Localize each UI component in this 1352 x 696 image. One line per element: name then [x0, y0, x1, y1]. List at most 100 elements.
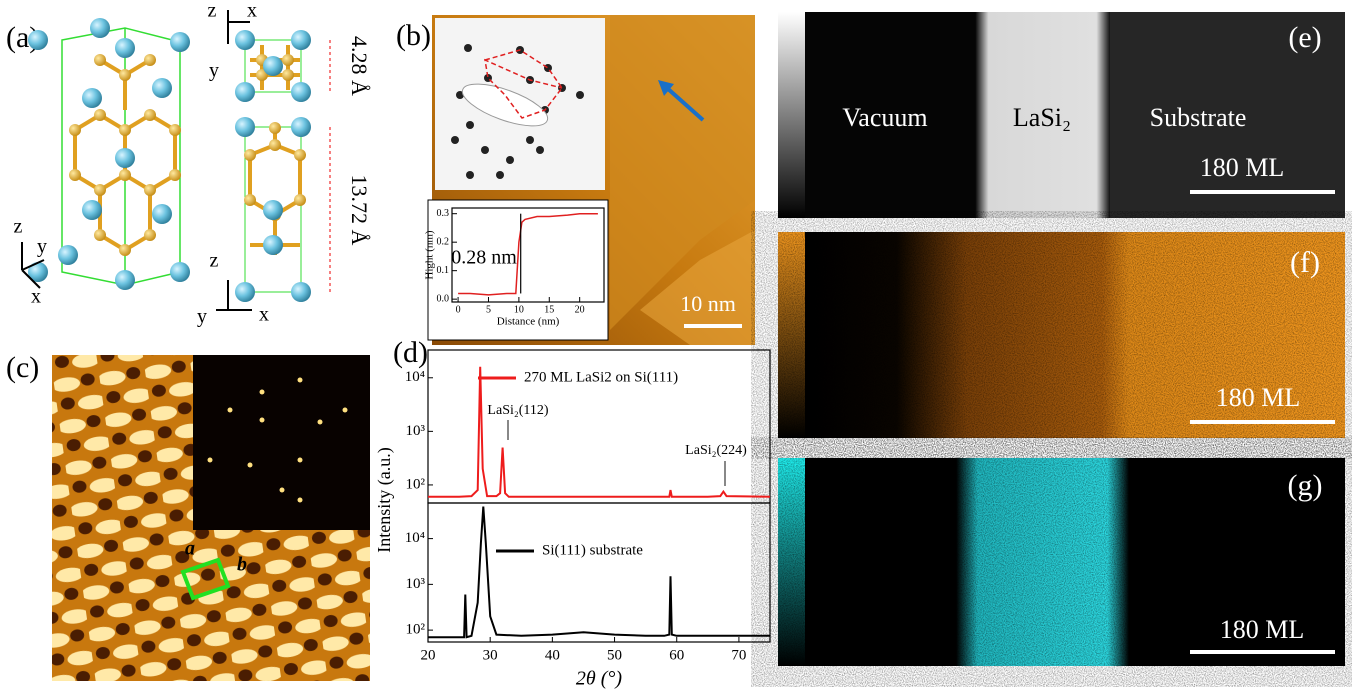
- panel-e: Vacuum LaSi₂ Substrate (e) 180 ML: [778, 12, 1345, 218]
- region-label: Vacuum: [842, 103, 927, 132]
- spot: [464, 44, 472, 52]
- axis-label: z: [14, 216, 23, 238]
- axis-label: x: [259, 304, 269, 326]
- scale-bar-label: 180 ML: [1220, 615, 1305, 644]
- y-tick-label: 10³: [406, 576, 426, 592]
- y-tick-label: 0.0: [437, 293, 450, 304]
- spot: [576, 91, 584, 99]
- spot: [208, 458, 213, 463]
- lattice-spacing: 13.72 Å: [347, 175, 372, 246]
- lattice-spacing: 4.28 Å: [347, 36, 372, 96]
- y-tick-label: 10²: [406, 476, 426, 492]
- si-atom: [269, 139, 281, 151]
- y-tick-label: 10⁴: [405, 369, 425, 385]
- spot: [466, 171, 474, 179]
- si-atom: [119, 124, 131, 136]
- scale-bar-label: 10 nm: [680, 291, 736, 316]
- data-line: [428, 507, 770, 638]
- la-atom: [170, 262, 190, 282]
- x-tick-label: 15: [544, 304, 554, 315]
- scale-bar-label: 180 ML: [1216, 383, 1301, 412]
- panel-f: (f) 180 ML: [778, 232, 1345, 438]
- legend-label: 270 ML LaSi2 on Si(111): [524, 369, 678, 385]
- lattice-vector: a: [185, 538, 195, 560]
- panel-label: (c): [6, 351, 39, 384]
- x-tick-label: 40: [545, 647, 560, 663]
- x-tick-label: 20: [421, 647, 436, 663]
- si-atom: [282, 69, 294, 81]
- y-tick-label: 0.1: [437, 265, 450, 276]
- panel-label: (g): [1288, 469, 1323, 502]
- si-atom: [69, 169, 81, 181]
- lattice-vector: b: [237, 554, 247, 576]
- spot: [318, 420, 323, 425]
- axis-label: z: [208, 0, 217, 22]
- panel-label: (e): [1288, 21, 1321, 54]
- x-tick-label: 70: [731, 647, 746, 663]
- y-tick-label: 0.2: [437, 236, 450, 247]
- y-axis-label: Hight (nm): [424, 230, 436, 280]
- la-atom: [291, 117, 311, 137]
- x-axis-label: Distance (nm): [497, 316, 560, 328]
- panel-label: (f): [1290, 246, 1320, 279]
- x-tick-label: 0: [456, 304, 461, 315]
- region-label: LaSi₂: [1013, 103, 1071, 132]
- panel-b: 10 nm (b): [396, 15, 755, 345]
- la-atom: [82, 200, 102, 220]
- la-atom: [28, 30, 48, 50]
- panel-g: (g) 180 ML: [778, 458, 1345, 666]
- spot: [526, 136, 534, 144]
- la-atom: [235, 30, 255, 50]
- si-atom: [119, 169, 131, 181]
- si-atom: [282, 54, 294, 66]
- x-axis-label: 2θ (°): [576, 668, 622, 690]
- peak-annotation: LaSi₂(112): [487, 403, 548, 418]
- la-atom: [263, 235, 283, 255]
- x-tick-label: 30: [483, 647, 498, 663]
- x-tick-label: 60: [669, 647, 684, 663]
- la-atom: [263, 200, 283, 220]
- spot: [298, 498, 303, 503]
- si-atom: [94, 54, 106, 66]
- spot: [536, 146, 544, 154]
- spot: [260, 418, 265, 423]
- axis-label: x: [31, 286, 41, 308]
- panel-d: (d) LaSi₂(112) LaSi₂(224): [393, 336, 747, 486]
- step-height: 0.28 nm: [451, 247, 517, 269]
- si-atom: [94, 109, 106, 121]
- axis-label: y: [209, 60, 219, 82]
- la-atom: [58, 245, 78, 265]
- si-atom: [244, 194, 256, 206]
- spot: [506, 156, 514, 164]
- panel-c: a b (c): [6, 351, 370, 681]
- la-atom: [90, 18, 110, 38]
- la-atom: [291, 82, 311, 102]
- fft-inset: [193, 355, 370, 530]
- la-atom: [235, 117, 255, 137]
- axis-label: y: [37, 236, 47, 258]
- la-atom: [291, 30, 311, 50]
- axis-label: z: [210, 250, 219, 272]
- si-atom: [144, 184, 156, 196]
- la-atom: [235, 82, 255, 102]
- spot: [280, 488, 285, 493]
- si-atom: [144, 54, 156, 66]
- y-tick-label: 0.3: [437, 208, 450, 219]
- colorbar: [778, 232, 805, 438]
- la-atom: [263, 56, 283, 76]
- axis-label: x: [247, 0, 257, 22]
- spot: [466, 121, 474, 129]
- si-atom: [144, 109, 156, 121]
- colorbar: [778, 12, 805, 218]
- si-atom: [144, 229, 156, 241]
- data-line: [428, 367, 770, 497]
- panel-a: (a) 4.28 Å 13.72 Å zyxzxyzxy: [6, 0, 372, 328]
- x-tick-label: 5: [486, 304, 491, 315]
- spot: [298, 458, 303, 463]
- y-tick-label: 10³: [406, 423, 426, 439]
- si-atom: [94, 229, 106, 241]
- y-tick-label: 10⁴: [405, 530, 425, 546]
- spot: [248, 463, 253, 468]
- la-atom: [152, 78, 172, 98]
- x-tick-label: 50: [607, 647, 622, 663]
